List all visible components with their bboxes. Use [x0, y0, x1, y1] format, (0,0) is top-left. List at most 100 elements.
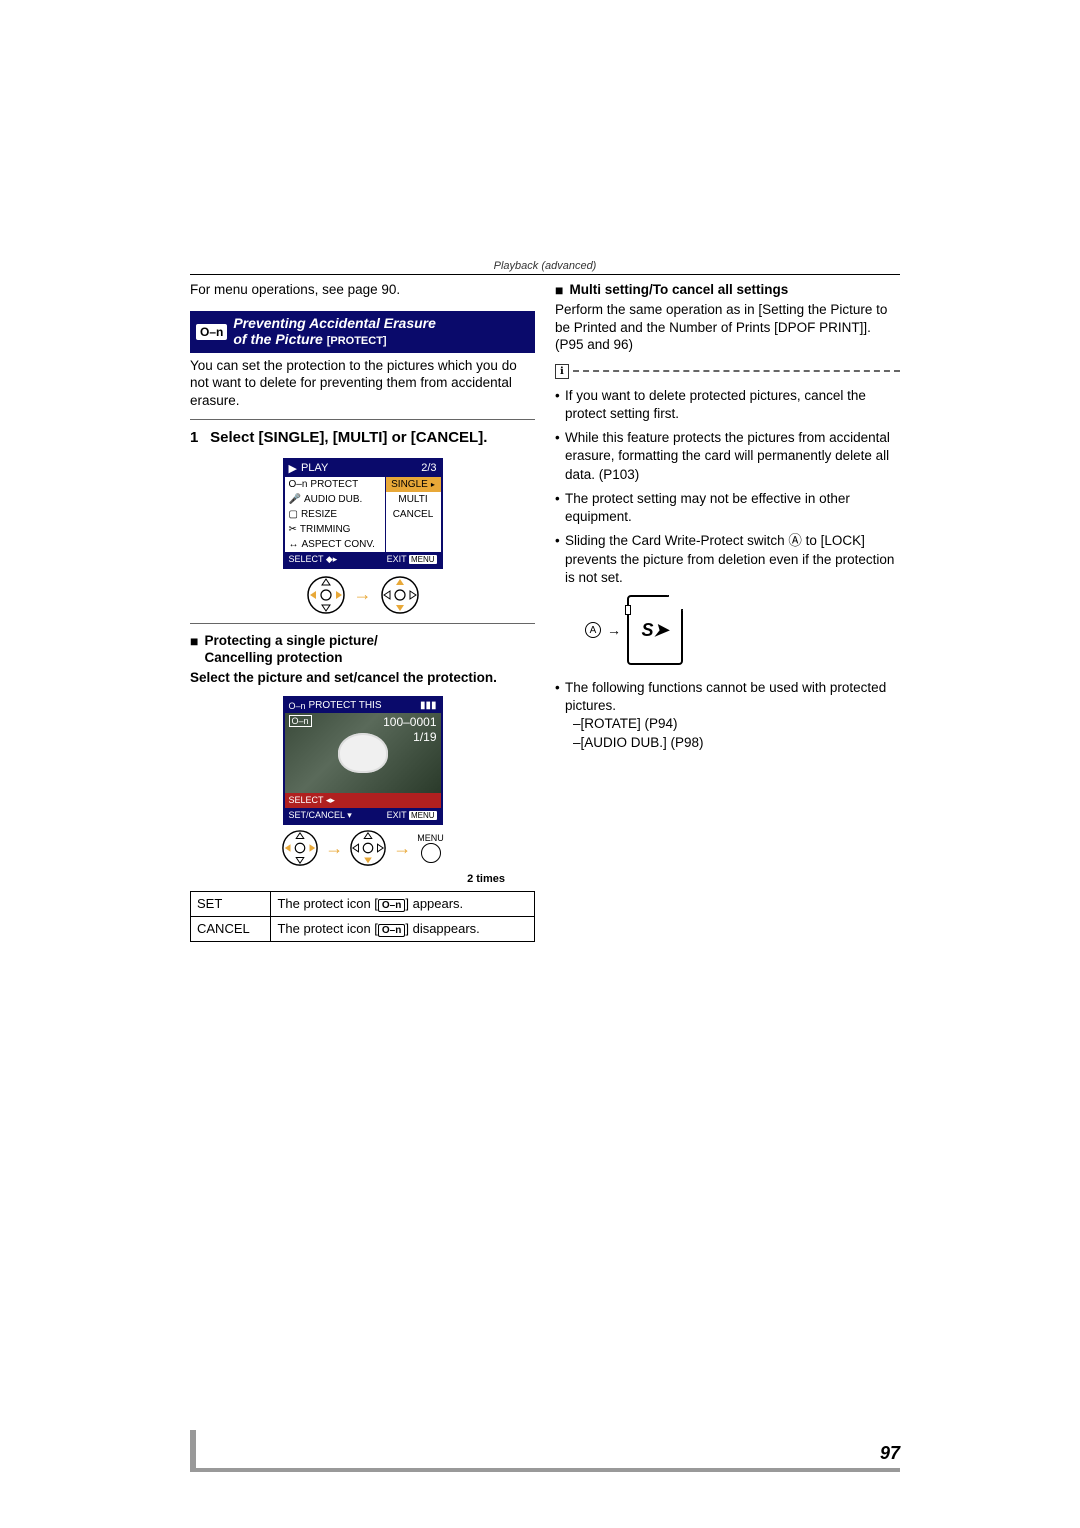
protect-icon-inline: O–n — [378, 899, 405, 912]
dpad-icon — [349, 829, 387, 867]
label-a: A — [585, 622, 601, 638]
menu-row: RESIZE — [301, 509, 337, 520]
result-table: SET The protect icon [O–n] appears. CANC… — [190, 891, 535, 942]
battery-icon: ▮▮▮ — [420, 700, 437, 711]
square-bullet-icon: ■ — [555, 281, 563, 299]
bullet-list: If you want to delete protected pictures… — [555, 387, 900, 587]
menu-label: MENU — [417, 833, 444, 843]
bullet-list-2: The following functions cannot be used w… — [555, 679, 900, 752]
title-line1: Preventing Accidental Erasure — [233, 315, 436, 331]
menu-opt-multi: MULTI — [398, 494, 427, 505]
list-item: Sliding the Card Write-Protect switch Ⓐ … — [555, 532, 900, 587]
sub-heading: ■ Protecting a single picture/ Cancellin… — [190, 632, 535, 667]
step-heading: 1 Select [SINGLE], [MULTI] or [CANCEL]. — [190, 428, 535, 448]
dash-item: –[AUDIO DUB.] (P98) — [573, 734, 900, 752]
note-divider: ℹ — [555, 364, 900, 379]
dpad-figure-2: → → MENU — [190, 829, 535, 867]
ss-count: 1/19 — [383, 730, 436, 744]
ss-image: 100–0001 1/19 O–n — [285, 713, 441, 793]
dpad-icon — [281, 829, 319, 867]
menu-footer: SELECT ◆▸ EXIT MENU — [285, 552, 441, 567]
table-cell: The protect icon [O–n] disappears. — [271, 917, 535, 942]
cell-text: ] appears. — [405, 896, 463, 911]
sd-card-icon: S➤ — [627, 595, 683, 665]
menu-row: PROTECT — [310, 479, 358, 490]
menu-opt-single: SINGLE — [391, 479, 428, 490]
breadcrumb: Playback (advanced) — [190, 260, 900, 272]
row-icon: ▢ — [289, 509, 298, 520]
two-times-label: 2 times — [190, 873, 505, 885]
divider — [190, 623, 535, 624]
row-icon: 🎤 — [289, 494, 301, 505]
ss-fileno: 100–0001 — [383, 715, 436, 729]
menu-button-icon: MENU — [417, 833, 444, 863]
ss-select: SELECT — [289, 795, 324, 805]
table-cell-cancel: CANCEL — [191, 917, 271, 942]
menu-footer-exit: EXIT — [387, 554, 407, 564]
flower-image — [338, 733, 388, 773]
ss-exit: EXIT — [387, 810, 407, 820]
section-title-box: O–n Preventing Accidental Erasure of the… — [190, 311, 535, 353]
sub-body-right: Perform the same operation as in [Settin… — [555, 301, 900, 354]
ss-menu: MENU — [409, 811, 437, 820]
note-icon: ℹ — [555, 364, 569, 379]
menu-row: TRIMMING — [300, 524, 351, 535]
cell-text: The protect icon [ — [277, 896, 377, 911]
ss-setcancel: SET/CANCEL — [289, 810, 345, 820]
menu-footer-menu: MENU — [409, 555, 437, 564]
footer-rule — [190, 1468, 900, 1472]
ss-title: PROTECT THIS — [309, 700, 382, 711]
square-bullet-icon: ■ — [190, 632, 198, 667]
menu-footer-select: SELECT — [289, 554, 324, 564]
row-icon: O–n — [289, 479, 308, 490]
arrow-icon: → — [607, 622, 621, 638]
section-title: Preventing Accidental Erasure of the Pic… — [233, 315, 436, 349]
list-item: If you want to delete protected pictures… — [555, 387, 900, 423]
sub-line1: Protecting a single picture/ — [204, 633, 377, 648]
arrow-icon: → — [354, 584, 372, 605]
table-cell: The protect icon [O–n] appears. — [271, 892, 535, 917]
table-cell-set: SET — [191, 892, 271, 917]
sd-card-figure: A → S➤ — [585, 595, 900, 665]
dpad-figure: → — [190, 575, 535, 615]
after-bullet-text: The following functions cannot be used w… — [565, 680, 886, 713]
list-item: The protect setting may not be effective… — [555, 490, 900, 526]
protect-badge-icon: O–n — [289, 715, 312, 727]
title-line2b: [PROTECT] — [327, 335, 387, 347]
intro-text: For menu operations, see page 90. — [190, 281, 535, 299]
page-number: 97 — [880, 1443, 900, 1464]
section-desc: You can set the protection to the pictur… — [190, 357, 535, 410]
dpad-icon — [380, 575, 420, 615]
menu-header-play: PLAY — [301, 462, 328, 474]
sub-body: Select the picture and set/cancel the pr… — [190, 669, 535, 687]
protect-icon-inline: O–n — [378, 924, 405, 937]
footer-tab — [190, 1430, 196, 1472]
sub-line2: Cancelling protection — [204, 650, 342, 665]
sub-heading-right: ■ Multi setting/To cancel all settings — [555, 281, 900, 299]
arrow-icon: → — [393, 838, 411, 859]
step-text: Select [SINGLE], [MULTI] or [CANCEL]. — [210, 429, 487, 446]
list-item: While this feature protects the pictures… — [555, 429, 900, 484]
cell-text: The protect icon [ — [277, 921, 377, 936]
menu-opt-cancel: CANCEL — [393, 509, 434, 520]
list-item: The following functions cannot be used w… — [555, 679, 900, 752]
row-icon: ✂ — [289, 524, 297, 535]
right-column: ■ Multi setting/To cancel all settings P… — [555, 281, 900, 942]
row-icon: ↔ — [289, 539, 299, 550]
menu-header: ▶ PLAY 2/3 — [285, 460, 441, 477]
arrow-icon: → — [325, 838, 343, 859]
sub-title-right: Multi setting/To cancel all settings — [569, 281, 788, 299]
title-line2a: of the Picture — [233, 331, 326, 347]
divider — [190, 419, 535, 420]
menu-row: ASPECT CONV. — [302, 539, 375, 550]
play-icon: ▶ — [289, 462, 297, 475]
menu-header-page: 2/3 — [421, 462, 436, 474]
left-column: For menu operations, see page 90. O–n Pr… — [190, 281, 535, 942]
play-menu: ▶ PLAY 2/3 O–nPROTECT 🎤AUDIO DUB. ▢RESIZ… — [283, 458, 443, 569]
menu-row: AUDIO DUB. — [304, 494, 362, 505]
protect-screenshot: O–n PROTECT THIS ▮▮▮ 100–0001 1/19 O–n SE… — [283, 696, 443, 825]
dash-item: –[ROTATE] (P94) — [573, 715, 900, 733]
cell-text: ] disappears. — [405, 921, 479, 936]
step-number: 1 — [190, 428, 206, 448]
dpad-icon — [306, 575, 346, 615]
